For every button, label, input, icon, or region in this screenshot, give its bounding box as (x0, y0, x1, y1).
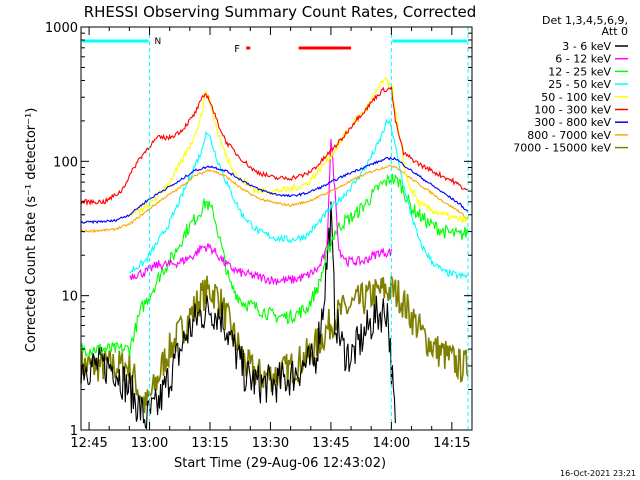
y-tick-label: 1 (70, 424, 78, 439)
flare-label: F (234, 44, 240, 55)
y-tick-label: 100 (53, 155, 78, 170)
legend-label: 6 - 12 keV (555, 53, 611, 66)
legend-label: 25 - 50 keV (548, 78, 611, 91)
legend-label: 100 - 300 keV (534, 104, 611, 117)
annotations: NF (82, 27, 469, 430)
series-line (80, 275, 469, 414)
night-label: N (155, 37, 162, 47)
legend-label: 7000 - 15000 keV (513, 142, 611, 155)
footer-timestamp: 16-Oct-2021 23:21 (560, 469, 636, 478)
y-tick-label: 1000 (45, 21, 78, 36)
series-line (80, 86, 468, 207)
legend-header: Det 1,3,4,5,6,9, (542, 14, 628, 27)
x-tick-label: 14:00 (373, 436, 410, 451)
legend-label: 50 - 100 keV (541, 91, 611, 104)
legend-label: 300 - 800 keV (534, 116, 611, 129)
x-tick-label: 13:30 (252, 436, 289, 451)
x-tick-label: 13:00 (131, 436, 168, 451)
legend-header: Att 0 (602, 25, 628, 38)
y-axis-title: Corrected Count Rate (s⁻¹ detector⁻¹) (24, 108, 39, 353)
x-tick-label: 13:45 (312, 436, 349, 451)
y-tick-label: 10 (61, 290, 78, 305)
legend-label: 800 - 7000 keV (527, 129, 611, 142)
series-line (129, 139, 392, 286)
series-line (129, 118, 469, 280)
chart-title: RHESSI Observing Summary Count Rates, Co… (84, 3, 477, 21)
legend-label: 12 - 25 keV (548, 65, 611, 78)
series-line (80, 156, 469, 225)
plot-area (80, 77, 469, 430)
x-axis-title: Start Time (29-Aug-06 12:43:02) (174, 456, 386, 471)
series-line (80, 201, 396, 430)
plot-frame (80, 26, 473, 431)
axes: 12:45 13:00 13:15 13:30 13:45 14:00 14:15 1 10 10… (45, 21, 473, 451)
series-line (80, 173, 469, 358)
x-tick-label: 12:45 (70, 436, 107, 451)
x-tick-label: 13:15 (191, 436, 228, 451)
x-tick-label: 14:15 (433, 436, 470, 451)
series-line (129, 77, 469, 224)
series-line (80, 164, 469, 234)
legend-label: 3 - 6 keV (562, 40, 611, 53)
